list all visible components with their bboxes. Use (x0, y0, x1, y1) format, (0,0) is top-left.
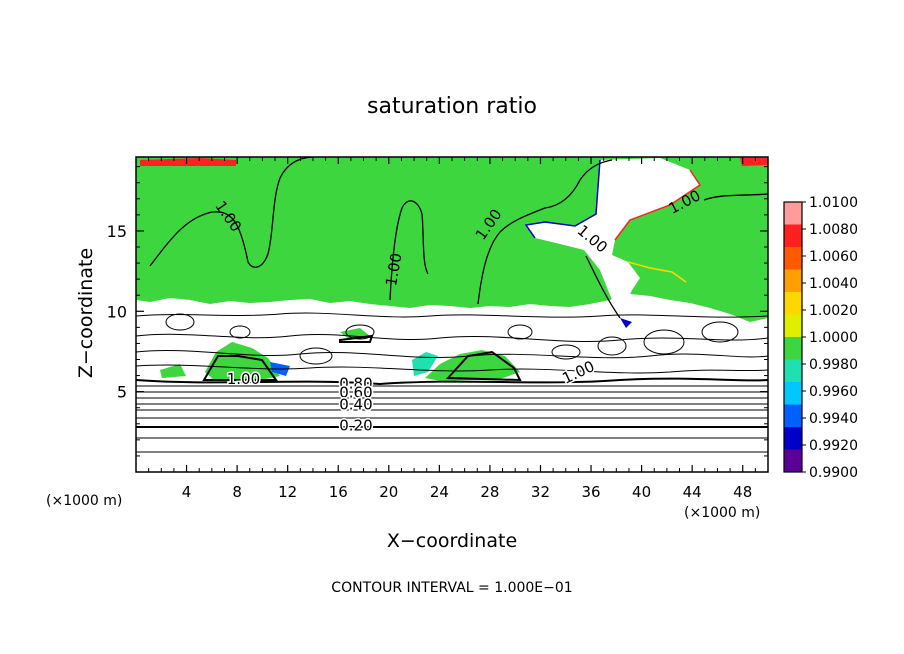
x-axis-label: X−coordinate (387, 530, 517, 552)
contour-label-8: 0.60 (339, 383, 372, 401)
contour-label-5: 1.00 (227, 370, 260, 388)
y-axis-label: Z−coordinate (75, 248, 97, 378)
x-tick-label-3: 16 (329, 483, 348, 501)
contours-upper (149, 157, 768, 319)
top-right-red (740, 158, 768, 166)
x-tick-label-5: 24 (430, 483, 449, 501)
colorbar-swatch-9 (784, 404, 802, 428)
chart-title: saturation ratio (367, 94, 537, 119)
x-tick-label-10: 44 (683, 483, 702, 501)
colorbar-swatch-0 (784, 202, 802, 225)
colorbar-swatch-10 (784, 427, 802, 450)
x-tick-label-0: 4 (182, 483, 192, 501)
colorbar-swatch-4 (784, 292, 802, 315)
x-tick-label-7: 32 (531, 483, 550, 501)
x-tick-label-6: 28 (480, 483, 499, 501)
colorbar-swatch-6 (784, 337, 802, 360)
y-tick-label-2: 15 (107, 222, 127, 241)
contour-label-9: 0.40 (339, 396, 372, 414)
colorbar-label-3: 1.0040 (809, 276, 858, 292)
colorbar-swatch-2 (784, 247, 802, 270)
y-tick-label-1: 10 (107, 302, 127, 321)
contour-label-7: 0.80 (339, 375, 372, 393)
colorbar-swatch-1 (784, 224, 802, 248)
y-tick-label-0: 5 (117, 383, 127, 402)
colorbar-label-1: 1.0080 (809, 222, 858, 238)
colorbar-label-10: 0.9900 (809, 465, 858, 481)
x-tick-label-11: 48 (733, 483, 752, 501)
colorbar-label-7: 0.9960 (809, 384, 858, 400)
x-tick-label-9: 40 (632, 483, 651, 501)
z-unit-label: (×1000 m) (46, 493, 122, 509)
colorbar-label-2: 1.0060 (809, 249, 858, 265)
contour-label-1: 1.00 (382, 251, 406, 287)
white-slot (526, 158, 700, 318)
green-pocket-1 (205, 342, 280, 381)
white-slot-edge-2 (614, 169, 702, 241)
colorbar-label-5: 1.0000 (809, 330, 858, 346)
contour-label-10: 0.20 (339, 416, 372, 434)
colorbar-swatch-7 (784, 359, 802, 383)
contours-lower-bold (136, 334, 768, 386)
contours-stratified (136, 385, 768, 453)
colorbar: 1.0100 1.0080 1.0060 1.0040 1.0020 1.0000 0.99… (783, 195, 858, 481)
colorbar-label-9: 0.9920 (809, 438, 858, 454)
x-tick-label-4: 20 (379, 483, 398, 501)
footer-contour-interval: CONTOUR INTERVAL = 1.000E−01 (331, 580, 572, 596)
blue-streak-2 (620, 318, 632, 328)
x-unit-label: (×1000 m) (684, 505, 760, 521)
y-axis: 5 10 15 (107, 166, 768, 457)
colorbar-label-0: 1.0100 (809, 195, 858, 211)
colorbar-swatch-8 (784, 382, 802, 405)
plot-area: 1.001.001.00 1.001.001.00 1.000.800.600.40… (136, 157, 768, 472)
x-tick-label-8: 36 (581, 483, 600, 501)
colorbar-swatch-3 (784, 269, 802, 293)
colorbar-swatch-11 (784, 449, 802, 473)
x-tick-label-2: 12 (278, 483, 297, 501)
x-tick-label-1: 8 (232, 483, 242, 501)
colorbar-swatch-5 (784, 314, 802, 338)
white-slot-edge-3 (627, 261, 687, 283)
colorbar-label-4: 1.0020 (809, 303, 858, 319)
white-slot-edge (524, 159, 601, 239)
green-pocket-2 (425, 350, 520, 381)
colorbar-label-8: 0.9940 (809, 411, 858, 427)
x-axis: 4 8 12 16 20 24 28 32 36 40 44 48 (148, 157, 756, 501)
green-pocket-5 (160, 364, 186, 378)
colorbar-label-6: 0.9980 (809, 357, 858, 373)
